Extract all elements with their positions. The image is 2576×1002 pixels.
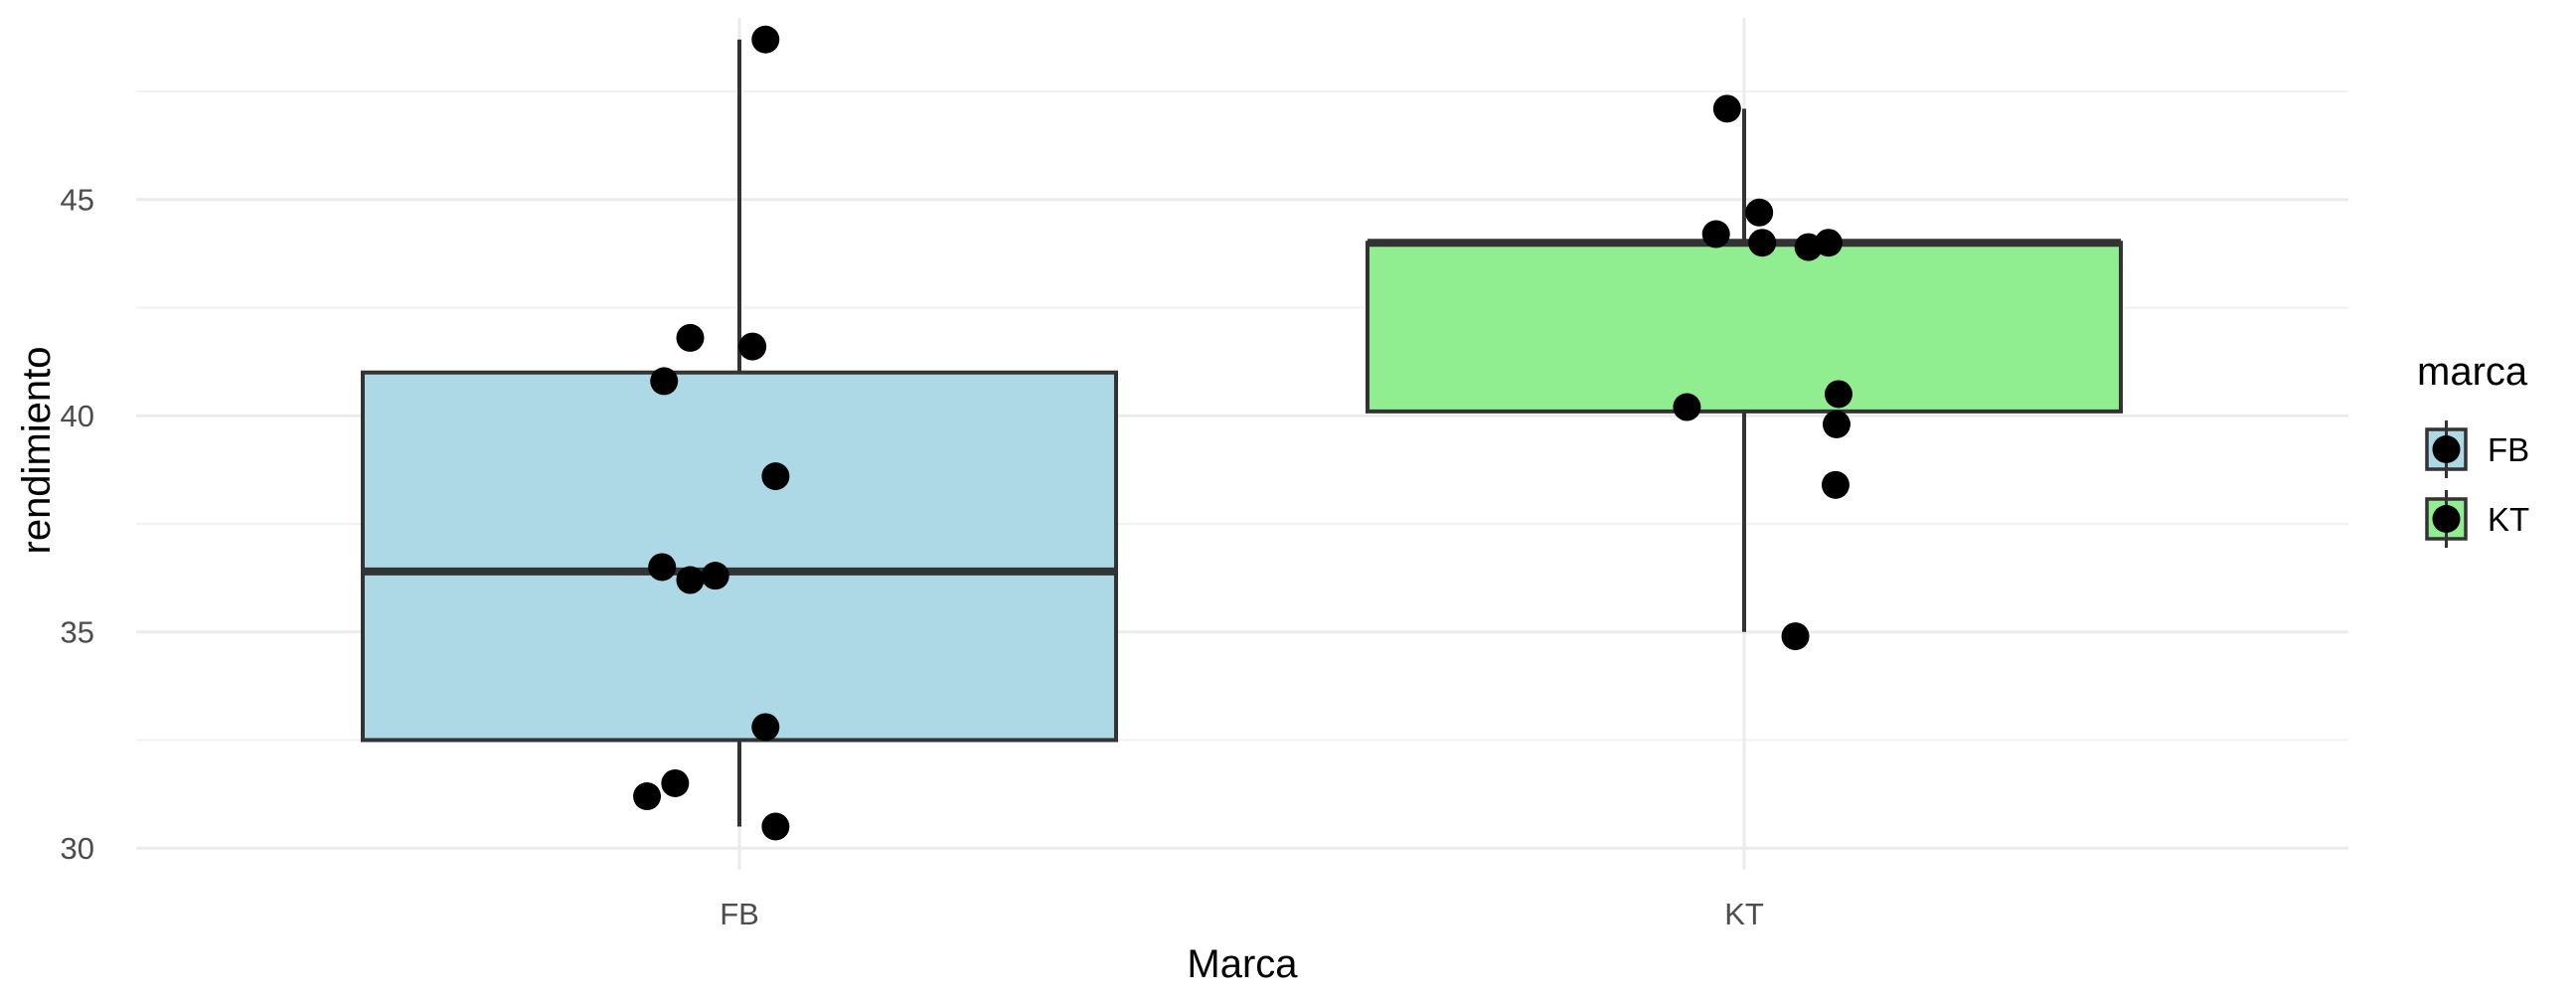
boxes (361, 39, 2123, 827)
data-point (661, 768, 690, 797)
legend-key-point (2432, 505, 2461, 533)
y-tick-label: 35 (61, 615, 94, 650)
data-point (1745, 198, 1774, 227)
legend-item-KT: KT (2425, 490, 2529, 548)
y-tick-label: 45 (61, 183, 94, 218)
box-KT (1366, 108, 2123, 632)
data-point (1701, 220, 1730, 249)
legend-label: FB (2488, 431, 2529, 468)
y-tick-label: 40 (61, 399, 94, 433)
box-rect (1366, 241, 2123, 414)
data-point (701, 562, 729, 590)
legend-label: KT (2488, 501, 2529, 538)
data-point (1781, 622, 1810, 651)
data-point (738, 332, 767, 361)
box-rect (361, 370, 1118, 743)
data-point (1673, 393, 1701, 421)
x-tick-label: KT (1724, 897, 1764, 931)
data-point (676, 323, 705, 352)
axes: 30 35 40 45 FB KT (61, 183, 1764, 931)
data-points (633, 25, 1852, 841)
data-point (761, 812, 790, 841)
legend: marca FB KT (2417, 350, 2529, 548)
x-axis-title: Marca (1187, 942, 1298, 986)
data-point (761, 462, 790, 491)
box-FB (361, 39, 1118, 827)
data-point (648, 553, 677, 582)
data-point (751, 25, 780, 54)
y-tick-label: 30 (61, 831, 94, 866)
data-point (1821, 470, 1850, 499)
y-axis-title: rendimiento (15, 346, 59, 554)
data-point (633, 782, 662, 811)
data-point (751, 713, 780, 742)
data-point (676, 566, 705, 594)
data-point (1822, 410, 1851, 438)
legend-item-FB: FB (2425, 420, 2529, 478)
data-point (1814, 229, 1843, 257)
data-point (650, 367, 679, 396)
data-point (1748, 229, 1777, 257)
legend-title: marca (2417, 350, 2528, 394)
data-point (1824, 380, 1852, 409)
x-tick-label: FB (720, 897, 759, 931)
data-point (1712, 94, 1741, 123)
legend-key-point (2432, 435, 2461, 463)
